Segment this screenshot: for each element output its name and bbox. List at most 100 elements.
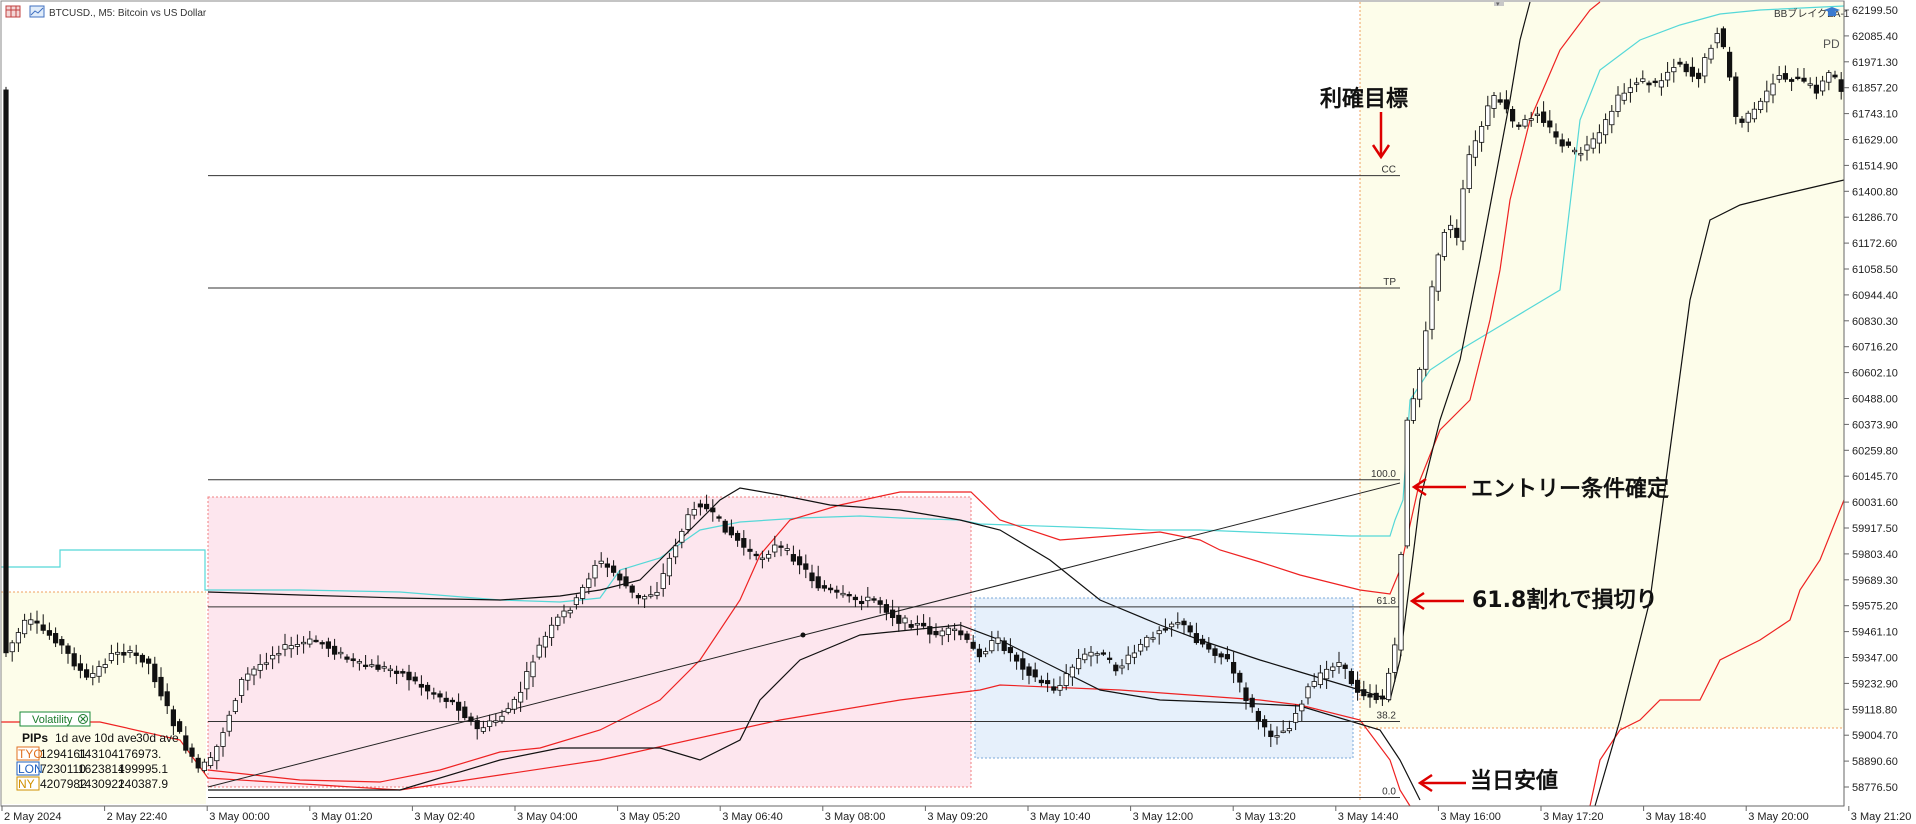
candle-body	[34, 620, 40, 624]
candle-body	[1838, 79, 1844, 92]
y-tick-label: 59917.50	[1852, 523, 1898, 535]
candle-body	[914, 623, 921, 626]
candle-body	[1373, 692, 1379, 701]
candle-body	[1429, 286, 1435, 330]
candle-body	[356, 661, 363, 664]
pips-value: 1623814	[78, 762, 125, 776]
candle-body	[1689, 66, 1695, 77]
y-tick-label: 62085.40	[1852, 31, 1898, 43]
candle-body	[493, 720, 499, 723]
candle-body	[654, 591, 660, 596]
candle-body	[1671, 67, 1677, 73]
fibo-levels: CC TP 100.0 61.8 38.2 0.0	[208, 165, 1400, 799]
price-axis[interactable]: 62199.50 62085.40 61971.30 61857.20 61743.10…	[1844, 5, 1898, 794]
candle-body	[313, 639, 319, 643]
candle-body	[1764, 90, 1770, 103]
time-axis[interactable]: 2 May 2024 2 May 22:40 3 May 00:00 3 May 01…	[1, 806, 1911, 823]
close-icon[interactable]: ▾	[1494, 0, 1504, 8]
candle-body	[53, 633, 59, 644]
candle-body	[1727, 51, 1733, 78]
x-tick-label: 3 May 08:00	[825, 811, 886, 823]
candle-body	[896, 614, 902, 624]
candle-body	[1479, 126, 1485, 143]
candle-body	[1745, 112, 1751, 123]
y-tick-label: 59461.10	[1852, 627, 1898, 639]
candle-body	[542, 635, 549, 648]
candle-body	[1100, 652, 1106, 655]
candle-body	[1820, 80, 1826, 92]
candle-body	[1119, 665, 1125, 669]
candle-body	[1472, 140, 1478, 158]
candle-body	[1057, 685, 1063, 691]
candle-body	[1801, 77, 1807, 82]
candle-body	[226, 714, 232, 732]
session-badge	[16, 746, 40, 761]
candle-body	[1658, 80, 1664, 88]
band-line	[1594, 179, 1845, 807]
candle-body	[84, 669, 90, 678]
session-label: TYO	[18, 747, 43, 761]
candle-body	[319, 642, 325, 645]
candle-body	[828, 587, 834, 591]
candle-body	[1807, 83, 1813, 86]
y-tick-label: 59347.00	[1852, 653, 1898, 665]
candle-body	[1138, 643, 1144, 652]
candle-body	[1311, 681, 1317, 687]
pips-value: 176973.	[118, 747, 161, 761]
candle-body	[846, 594, 852, 597]
y-tick-label: 61971.30	[1852, 57, 1898, 69]
candle-body	[573, 597, 580, 605]
pd-label: PD	[1823, 37, 1840, 51]
candle-body	[40, 624, 46, 631]
candle-body	[1789, 79, 1795, 82]
candle-body	[424, 684, 431, 692]
candle-body	[1590, 138, 1596, 149]
chart-icon[interactable]	[29, 5, 45, 18]
candle-body	[499, 715, 505, 722]
candle-body	[1088, 651, 1094, 657]
candle-body	[927, 626, 933, 635]
candle-body	[1516, 124, 1522, 127]
candle-body	[1578, 153, 1584, 156]
hat-icon[interactable]	[1824, 7, 1840, 16]
candle-body	[1020, 658, 1026, 670]
candle-body	[561, 610, 567, 618]
session-label: NY	[18, 777, 35, 791]
candle-body	[400, 671, 406, 674]
candle-body	[375, 664, 381, 670]
candle-body	[71, 653, 77, 667]
y-tick-label: 61514.90	[1852, 160, 1898, 172]
y-tick-label: 62199.50	[1852, 5, 1898, 17]
candle-body	[1813, 84, 1819, 94]
table-icon[interactable]	[5, 5, 21, 18]
candle-body	[958, 630, 964, 636]
candle-body	[412, 676, 418, 682]
candle-body	[9, 642, 15, 653]
candle-body	[1249, 697, 1255, 708]
candle-body	[393, 670, 400, 674]
candle-body	[263, 662, 270, 665]
candle-body	[1125, 654, 1131, 665]
x-tick-label: 3 May 16:00	[1440, 811, 1501, 823]
candle-body	[555, 616, 561, 626]
candle-body	[1206, 643, 1212, 650]
level-label: 0.0	[1382, 787, 1396, 798]
candle-body	[908, 624, 914, 628]
candle-body	[617, 573, 623, 581]
candle-body	[331, 645, 338, 655]
volatility-button[interactable]: Volatility	[19, 711, 91, 727]
candle-body	[1441, 232, 1447, 257]
candle-body	[344, 656, 350, 660]
candle-body	[815, 576, 821, 589]
candle-body	[939, 630, 945, 637]
candle-body	[1175, 622, 1181, 625]
candle-body	[530, 661, 536, 678]
close-icon[interactable]	[78, 714, 88, 724]
y-tick-label: 60944.40	[1852, 290, 1898, 302]
candle-body	[797, 556, 803, 566]
y-tick-label: 60602.10	[1852, 368, 1898, 380]
candle-body	[1156, 630, 1162, 635]
candle-body	[691, 509, 697, 516]
